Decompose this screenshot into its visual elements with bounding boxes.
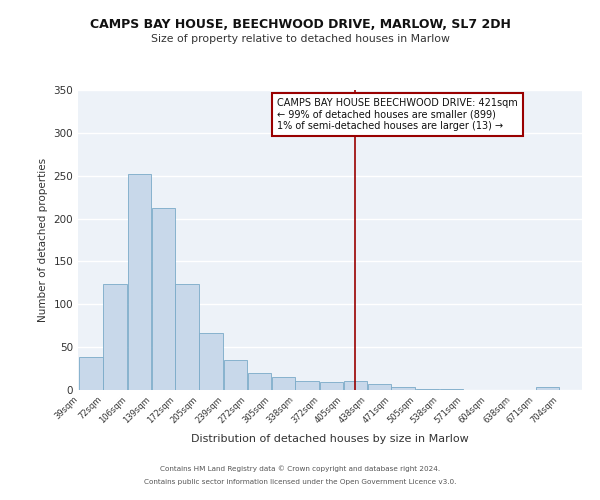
Text: Contains public sector information licensed under the Open Government Licence v3: Contains public sector information licen… <box>144 479 456 485</box>
Bar <box>368 384 391 390</box>
Bar <box>103 284 127 390</box>
Bar <box>79 358 103 390</box>
Bar <box>536 388 559 390</box>
Bar <box>224 360 247 390</box>
Bar <box>272 377 295 390</box>
Text: CAMPS BAY HOUSE, BEECHWOOD DRIVE, MARLOW, SL7 2DH: CAMPS BAY HOUSE, BEECHWOOD DRIVE, MARLOW… <box>89 18 511 30</box>
Bar <box>128 174 151 390</box>
Bar <box>248 373 271 390</box>
Bar <box>295 382 319 390</box>
Bar <box>440 389 463 390</box>
Bar <box>416 389 439 390</box>
Bar <box>152 208 175 390</box>
X-axis label: Distribution of detached houses by size in Marlow: Distribution of detached houses by size … <box>191 434 469 444</box>
Bar <box>320 382 343 390</box>
Y-axis label: Number of detached properties: Number of detached properties <box>38 158 48 322</box>
Text: CAMPS BAY HOUSE BEECHWOOD DRIVE: 421sqm
← 99% of detached houses are smaller (89: CAMPS BAY HOUSE BEECHWOOD DRIVE: 421sqm … <box>277 98 518 130</box>
Bar <box>175 284 199 390</box>
Bar <box>344 382 367 390</box>
Bar <box>199 334 223 390</box>
Text: Size of property relative to detached houses in Marlow: Size of property relative to detached ho… <box>151 34 449 43</box>
Bar <box>391 388 415 390</box>
Text: Contains HM Land Registry data © Crown copyright and database right 2024.: Contains HM Land Registry data © Crown c… <box>160 466 440 472</box>
